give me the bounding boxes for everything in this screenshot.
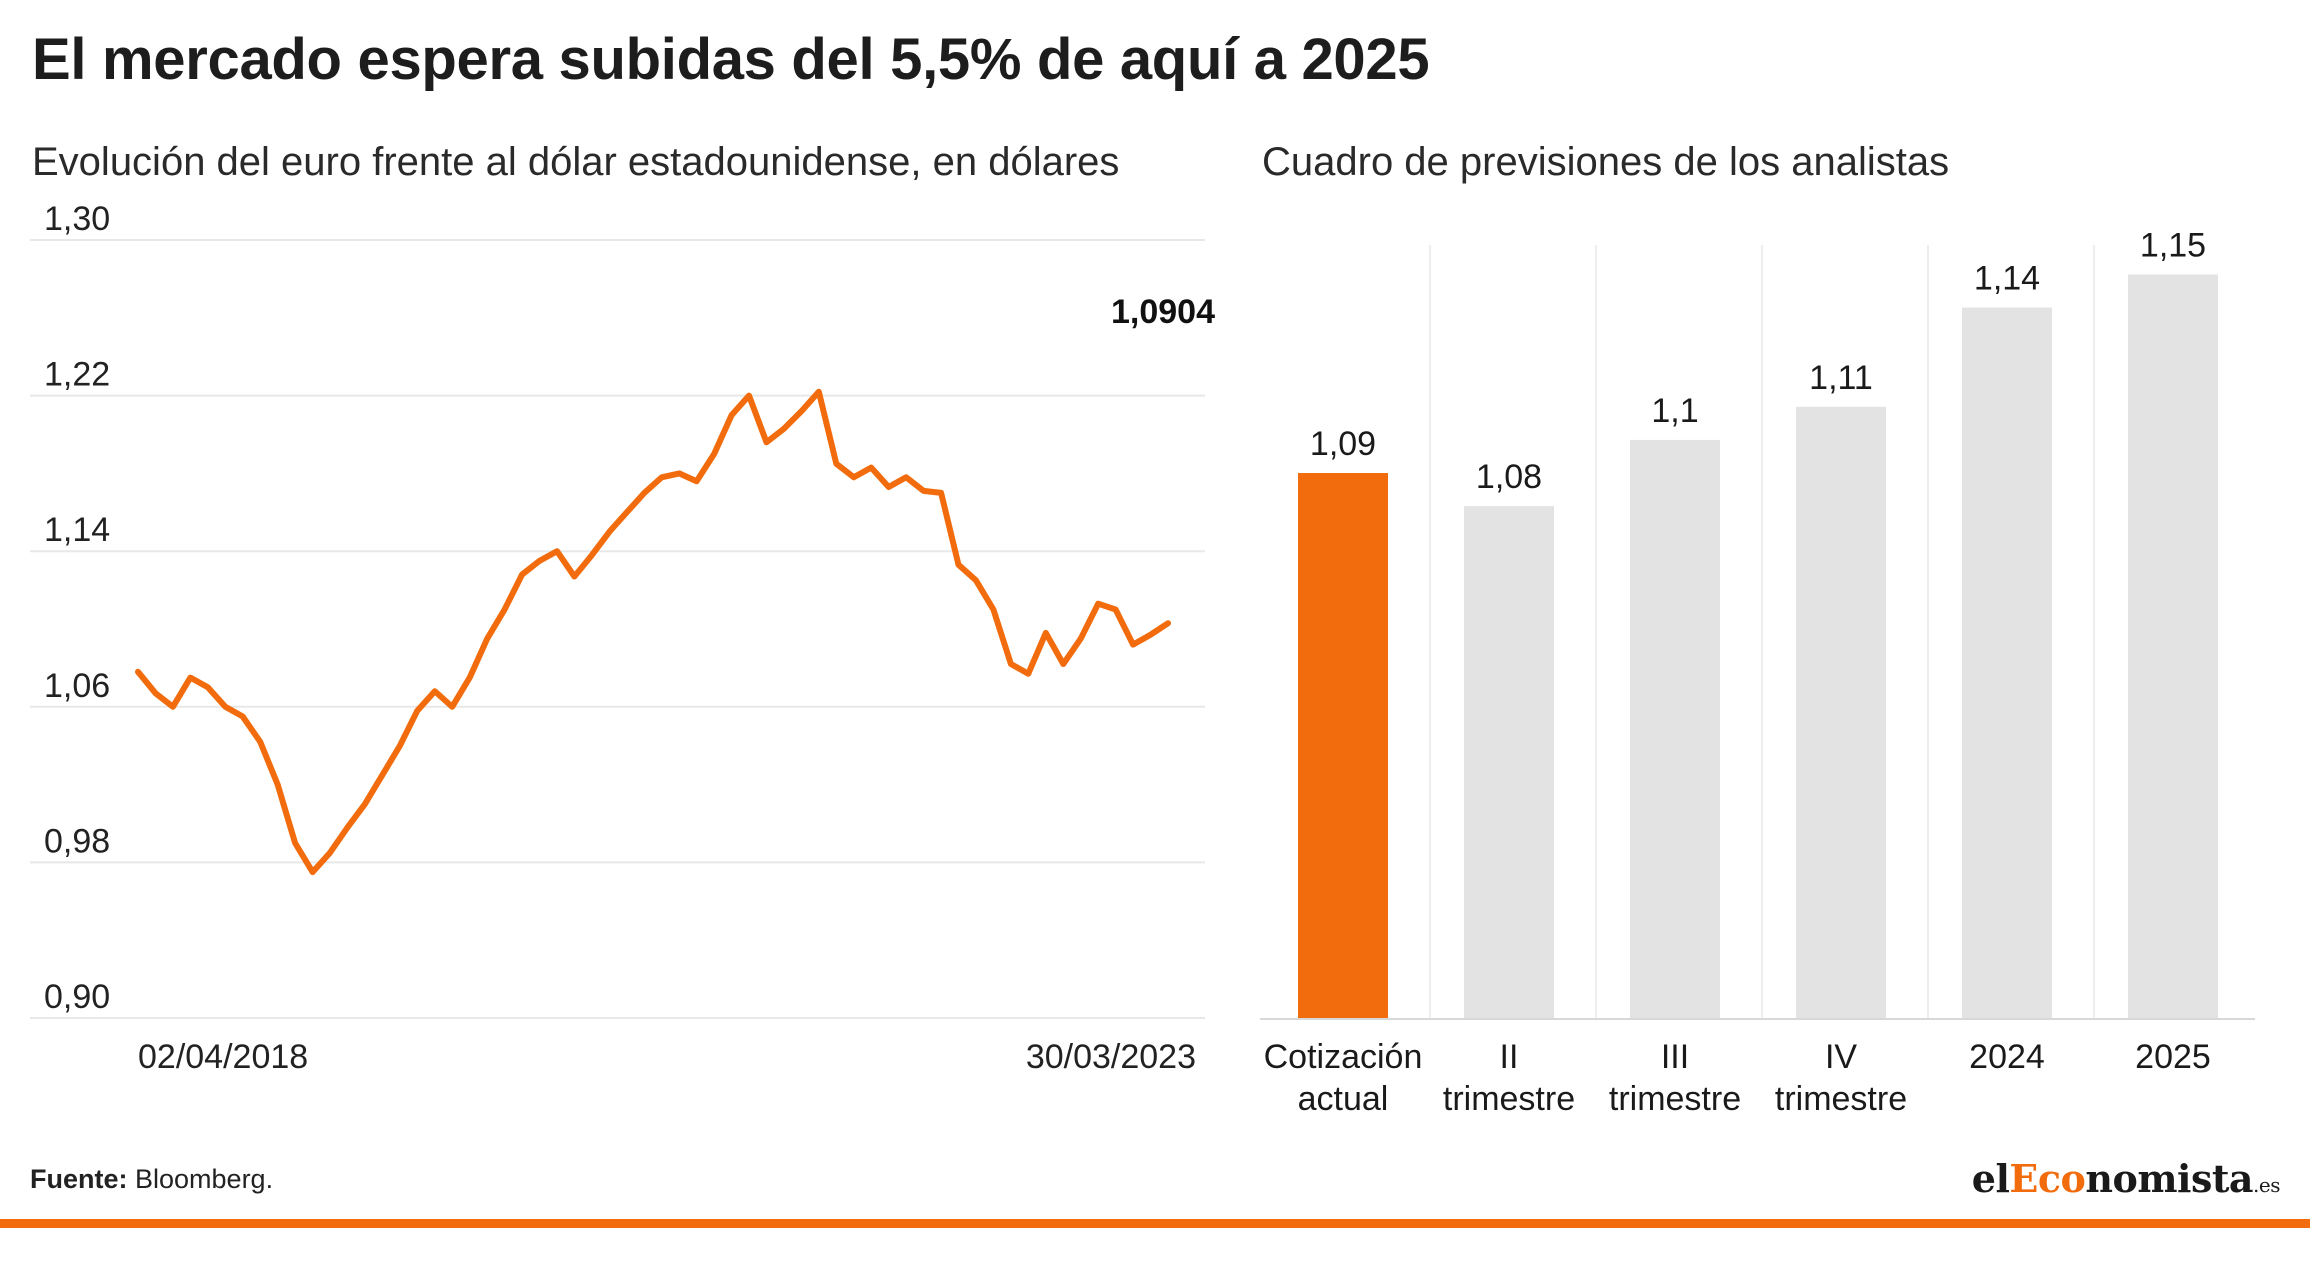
category-label: 2024 <box>1969 1038 2045 1076</box>
brand-logo[interactable]: elEconomista.es <box>1971 1156 2281 1201</box>
bar-chart: 1,09 Cotización actual 1,08 II trimestre 1,1 II… <box>1260 226 2255 1118</box>
x-tick-label: 30/03/2023 <box>1026 1038 1196 1076</box>
bar-value-label: 1,1 <box>1651 392 1698 430</box>
bar <box>1464 506 1554 1019</box>
y-tick-label: 0,90 <box>44 978 110 1016</box>
bar-value-label: 1,14 <box>1974 260 2040 298</box>
source-note: Fuente: Bloomberg. <box>30 1164 273 1195</box>
category-label: 2025 <box>2135 1038 2211 1076</box>
euro-dollar-line <box>135 388 1171 876</box>
category-label: trimestre <box>1609 1080 1741 1118</box>
y-tick-label: 1,30 <box>44 200 110 238</box>
line-chart-subtitle: Evolución del euro frente al dólar estad… <box>32 140 1120 184</box>
bar-value-label: 1,11 <box>1809 359 1873 397</box>
category-label: III <box>1661 1038 1689 1076</box>
category-label: trimestre <box>1775 1080 1907 1118</box>
y-tick-label: 0,98 <box>44 822 110 860</box>
page-title: El mercado espera subidas del 5,5% de aq… <box>32 27 1430 92</box>
end-value-label: 1,0904 <box>1111 293 1215 331</box>
y-tick-label: 1,06 <box>44 667 110 705</box>
bar-value-label: 1,15 <box>2140 226 2206 264</box>
source-text: Bloomberg. <box>127 1164 274 1194</box>
source-label: Fuente: <box>30 1164 128 1194</box>
bar <box>1298 473 1388 1019</box>
bar <box>1630 439 1720 1020</box>
logo-tld: .es <box>2253 1173 2280 1197</box>
logo-rest: nomista <box>2085 1156 2254 1201</box>
bar-value-label: 1,09 <box>1310 425 1376 463</box>
line-chart: 1,30 1,22 1,14 1,06 0,98 0,90 02/04/2018 30/03/… <box>30 200 1215 1076</box>
category-label: II <box>1500 1038 1519 1076</box>
bar <box>1962 307 2052 1019</box>
logo-accent: Eco <box>2009 1156 2086 1201</box>
category-label: trimestre <box>1443 1080 1575 1118</box>
x-tick-label: 02/04/2018 <box>138 1038 308 1076</box>
y-tick-label: 1,14 <box>44 511 110 549</box>
category-label: IV <box>1825 1038 1857 1076</box>
bar <box>1796 406 1886 1019</box>
category-label: Cotización <box>1264 1038 1423 1076</box>
y-tick-label: 1,22 <box>44 356 110 394</box>
bar-value-label: 1,08 <box>1476 458 1542 496</box>
bar <box>2128 274 2218 1019</box>
bar-chart-subtitle: Cuadro de previsiones de los analistas <box>1262 140 1950 184</box>
logo-el: el <box>1971 1156 2010 1201</box>
bottom-accent-bar <box>0 1219 2310 1228</box>
category-label: actual <box>1298 1080 1389 1118</box>
